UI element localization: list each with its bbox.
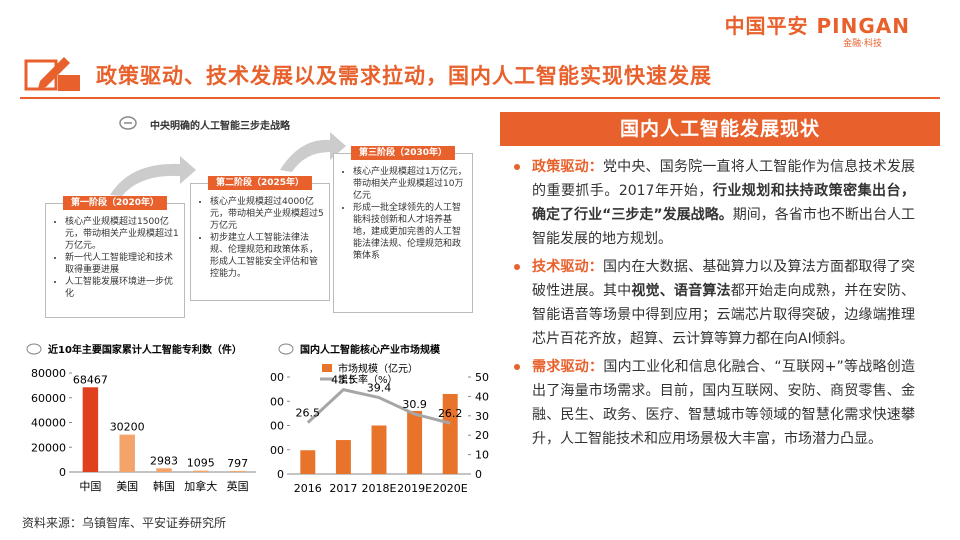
bar: [442, 393, 458, 474]
bar: [300, 450, 316, 474]
bar: [335, 440, 351, 474]
chart-title: 近10年主要国家累计人工智能专利数（件）: [48, 343, 242, 356]
y-tick-label: 500: [270, 444, 284, 457]
slogan: 金融·科技: [843, 39, 882, 49]
source-note: 资料来源：乌镇智库、平安证券研究所: [22, 516, 227, 530]
value-label: 30.9: [402, 398, 427, 411]
stage-point: 核心产业规模超过4000亿元，带动相关产业规模超过5万亿元: [210, 196, 324, 232]
stage-box: 第二阶段（2025年） 核心产业规模超过4000亿元，带动相关产业规模超过5万亿元…: [190, 176, 330, 301]
y-tick-label: 80000: [31, 367, 66, 380]
chart-icon: [26, 343, 42, 355]
x-tick-label: 美国: [116, 480, 138, 493]
stage-point: 核心产业规模超过1500亿元，带动相关产业规模超过1万亿元。: [65, 216, 179, 252]
chart-title: 国内人工智能核心产业市场规模: [300, 343, 441, 356]
x-tick-label: 加拿大: [184, 479, 217, 493]
value-label: 26.2: [438, 407, 463, 420]
bar: [229, 471, 246, 472]
value-label: 26.5: [296, 407, 321, 420]
x-tick-label: 2017: [329, 482, 357, 495]
y-tick-label: 1500: [270, 395, 284, 408]
legend-label: 市场规模（亿元）: [338, 362, 418, 375]
stage-box: 第三阶段（2030年） 核心产业规模超过1万亿元，带动相关产业规模超过10万亿元形…: [333, 146, 473, 313]
y2-tick-label: 30: [475, 410, 489, 423]
paragraph: 需求驱动：国内工业化和信息化融合、“互联网+”等战略创造出了海量市场需求。目前，…: [510, 355, 915, 451]
y-tick-label: 20000: [31, 441, 66, 454]
section-icon: [119, 116, 137, 130]
panel-paragraphs: 政策驱动：党中央、国务院一直将人工智能作为信息技术发展的重要抓手。2017年开始…: [510, 155, 915, 455]
y2-tick-label: 20: [475, 429, 489, 442]
paragraph: 技术驱动：国内在大数据、基础算力以及算法方面都取得了突破性进展。其中视觉、语音算…: [510, 255, 915, 351]
value-label: 43.5: [331, 374, 356, 387]
stage-point: 初步建立人工智能法律法规、伦理规范和政策体系，形成人工智能安全评估和管控能力。: [210, 232, 324, 280]
y2-tick-label: 0: [475, 468, 482, 481]
bold-text: 行业规划和扶持政策密集出台，确定了行业“三步走”发展战略。: [532, 183, 915, 223]
chart: 近10年主要国家累计人工智能专利数（件） 0 20000 40000 60000 8000…: [26, 343, 256, 493]
y-tick-label: 60000: [31, 392, 66, 405]
value-label: 797: [227, 457, 248, 470]
stage-point: 核心产业规模超过1万亿元，带动相关产业规模超过10万亿元: [353, 166, 467, 202]
bar: [119, 434, 135, 472]
stage-point: 新一代人工智能理论和技术取得重要进展: [65, 252, 179, 276]
y2-tick-label: 10: [475, 449, 489, 462]
stage-points: 核心产业规模超过1万亿元，带动相关产业规模超过10万亿元形成一批全球领先的人工智…: [339, 166, 467, 262]
y-tick-label: 0: [277, 468, 284, 481]
title-icon: [24, 57, 80, 91]
x-tick-label: 英国: [227, 479, 249, 493]
bar: [407, 410, 423, 474]
section-title: 中央明确的人工智能三步走战略: [150, 121, 290, 132]
y2-tick-label: 40: [475, 390, 489, 403]
x-tick-label: 2016: [294, 482, 322, 495]
paragraph: 政策驱动：党中央、国务院一直将人工智能作为信息技术发展的重要抓手。2017年开始…: [510, 155, 915, 251]
paragraph-label: 技术驱动：: [532, 259, 603, 275]
x-tick-label: 2020E: [433, 482, 468, 495]
stage-points: 核心产业规模超过4000亿元，带动相关产业规模超过5万亿元初步建立人工智能法律法…: [196, 196, 324, 280]
stage-point: 人工智能发展环境进一步优化: [65, 276, 179, 300]
bar: [193, 470, 209, 472]
stage-arrows: [110, 132, 346, 196]
y-tick-label: 40000: [31, 417, 66, 430]
stage-label: 第三阶段（2030年）: [350, 146, 456, 160]
x-tick-label: 2019E: [397, 482, 432, 495]
text: 期间，各省市也不断出台人工智能发展的地方规划。: [532, 207, 915, 247]
x-tick-label: 中国: [79, 480, 101, 493]
value-label: 2983: [150, 454, 178, 467]
value-label: 39.4: [367, 382, 392, 395]
text: 党中央、国务院一直将人工智能作为信息技术发展的重要抓手。2017年开始，: [532, 159, 916, 199]
value-label: 1095: [187, 457, 215, 470]
x-tick-label: 2018E: [362, 482, 397, 495]
value-label: 68467: [73, 373, 108, 386]
stage-label: 第二阶段（2025年）: [207, 176, 313, 190]
stage-point: 形成一批全球领先的人工智能科技创新和人才培养基地，建成更加完善的人工智能法律法规…: [353, 202, 467, 262]
bar: [82, 387, 99, 472]
text: 国内在大数据、基础算力以及算法方面都取得了突破性进展。其中: [532, 259, 916, 299]
x-tick-label: 韩国: [153, 479, 175, 493]
bar: [156, 468, 172, 472]
stage-label: 第一阶段（2020年）: [62, 196, 168, 210]
chart: 国内人工智能核心产业市场规模05001000150020002016201720…: [270, 343, 489, 495]
text: 都开始走向成熟，并在安防、智能语音等场景中得到应用；云端芯片取得突破，边缘端推理…: [532, 283, 916, 347]
title-rule: [20, 97, 940, 99]
stage-box: 第一阶段（2020年） 核心产业规模超过1500亿元，带动相关产业规模超过1万亿元…: [45, 196, 185, 318]
chart-icon: [278, 343, 294, 355]
logo: 中国平安 PINGAN: [724, 14, 910, 38]
paragraph-label: 需求驱动：: [532, 359, 604, 375]
y-tick-label: 1000: [270, 420, 284, 433]
value-label: 30200: [110, 421, 145, 434]
bold-text: 视觉、语音算法: [631, 283, 731, 299]
y-tick-label: 0: [59, 466, 66, 479]
legend-swatch: [322, 364, 332, 372]
line: [306, 387, 451, 425]
legend-label: 增长率（%）: [338, 373, 398, 386]
slide-title: 政策驱动、技术发展以及需求拉动，国内人工智能实现快速发展: [96, 64, 712, 88]
panel-title: 国内人工智能发展现状: [500, 112, 940, 146]
bar: [371, 425, 387, 474]
y2-tick-label: 50: [475, 371, 489, 384]
y-tick-label: 2000: [270, 371, 284, 384]
paragraph-label: 政策驱动：: [532, 159, 603, 175]
stage-points: 核心产业规模超过1500亿元，带动相关产业规模超过1万亿元。新一代人工智能理论和…: [51, 216, 179, 300]
text: 国内工业化和信息化融合、“互联网+”等战略创造出了海量市场需求。目前，国内互联网…: [532, 359, 915, 447]
